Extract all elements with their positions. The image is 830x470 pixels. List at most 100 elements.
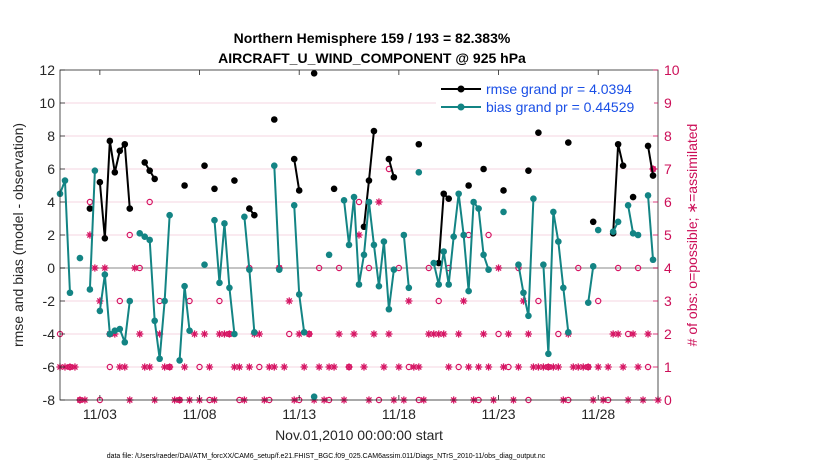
y-axis-ticks: -8 -6 -4 -2 0 2 4 6 8 10 12 [39, 62, 65, 408]
bias-point [325, 251, 333, 259]
asterisk-stroke [301, 363, 308, 371]
bias-point [415, 169, 423, 176]
asterisk-stroke [480, 330, 487, 338]
asterisk-stroke [316, 363, 323, 371]
obs-assimilated-marker [594, 363, 602, 371]
asterisk-stroke [585, 363, 592, 371]
bias-point [390, 266, 398, 273]
y-tick-label: 12 [39, 62, 55, 78]
y2-tick-label: 2 [664, 326, 672, 342]
asterisk-stroke [360, 363, 367, 371]
asterisk-stroke [475, 363, 482, 371]
asterisk-stroke [331, 363, 338, 371]
bias-point [634, 231, 642, 239]
obs-assimilated-marker [270, 363, 278, 371]
obs-assimilated-marker [200, 330, 209, 338]
obs-assimilated-marker [350, 330, 358, 338]
bias-point [584, 299, 592, 306]
bias-point [350, 193, 358, 201]
bias-point [450, 233, 457, 240]
bias-point [614, 218, 622, 226]
y2-axis-label: # of obs: o=possible; ∗=assimilated [684, 124, 700, 347]
bias-line [647, 195, 655, 260]
y-tick-label: 2 [47, 227, 55, 243]
rmse-point [480, 165, 487, 173]
rmse-point [370, 127, 378, 135]
y-tick-label: 4 [47, 194, 55, 210]
rmse-point [111, 169, 119, 176]
obs-assimilated-marker [619, 363, 627, 371]
obs-assimilated-marker [345, 363, 353, 371]
obs-assimilated-marker [465, 363, 473, 371]
bias-point [520, 289, 527, 297]
rmse-point [415, 140, 423, 148]
asterisk-stroke [535, 363, 542, 371]
bias-point [156, 355, 163, 363]
asterisk-stroke [161, 363, 168, 371]
bias-point [530, 195, 537, 202]
obs-assimilated-marker [91, 264, 99, 272]
obs-possible-marker [216, 297, 223, 305]
asterisk-stroke [425, 330, 432, 338]
bias-point [460, 231, 467, 239]
asterisk-stroke [116, 363, 123, 371]
asterisk-stroke [146, 363, 153, 371]
rmse-point [310, 70, 318, 77]
asterisk-stroke [101, 264, 108, 272]
bias-point [76, 254, 84, 262]
obs-assimilated-marker [265, 363, 273, 371]
asterisk-stroke [430, 330, 437, 338]
bias-point [485, 266, 492, 273]
obs-possible-marker [425, 264, 432, 272]
rmse-point [565, 139, 572, 146]
bias-point [405, 284, 413, 292]
obs-assimilated-marker [315, 363, 323, 371]
obs-assimilated-marker [330, 363, 338, 371]
asterisk-stroke [635, 363, 642, 371]
chart-title-line2: AIRCRAFT_U_WIND_COMPONENT @ 925 hPa [218, 50, 526, 66]
bias-point [295, 291, 303, 298]
obs-possible-marker [126, 231, 133, 239]
asterisk-stroke [166, 363, 173, 371]
x-axis-label: Nov.01,2010 00:00:00 start [275, 427, 443, 443]
obs-possible-marker [355, 198, 363, 206]
bias-point [475, 205, 482, 212]
obs-assimilated-marker [440, 330, 448, 338]
obs-assimilated-marker [205, 363, 214, 371]
asterisk-stroke [131, 264, 138, 272]
asterisk-stroke [620, 363, 627, 371]
y-tick-label: -4 [43, 326, 56, 342]
asterisk-stroke [500, 363, 507, 371]
obs-assimilated-marker [385, 330, 393, 338]
bias-point [246, 266, 253, 273]
y-tick-label: -2 [43, 293, 56, 309]
bias-point [594, 226, 602, 234]
asterisk-stroke [570, 363, 577, 371]
y-axis-label: rmse and bias (model - observation) [10, 123, 26, 347]
asterisk-stroke [201, 330, 208, 338]
rmse-point [385, 155, 393, 163]
x-tick-label: 11/08 [183, 406, 217, 422]
obs-possible-marker [435, 297, 442, 305]
rmse-point [270, 116, 278, 123]
asterisk-stroke [610, 330, 617, 338]
bias-line [273, 165, 281, 270]
asterisk-stroke [615, 330, 622, 338]
rmse-point [295, 187, 303, 194]
obs-possible-marker [485, 231, 492, 239]
obs-possible-marker [335, 264, 343, 272]
bias-point [61, 177, 69, 184]
asterisk-stroke [326, 363, 333, 371]
rmse-point [251, 211, 258, 219]
rmse-point [126, 205, 134, 212]
asterisk-stroke [550, 363, 557, 371]
asterisk-stroke [231, 363, 238, 371]
chart-title-line1: Northern Hemisphere 159 / 193 = 82.383% [234, 30, 511, 46]
bias-point [186, 327, 193, 335]
obs-possible-marker [116, 297, 124, 305]
x-tick-label: 11/18 [382, 406, 416, 422]
asterisk-stroke [580, 363, 587, 371]
rmse-point [614, 140, 622, 148]
obs-possible-marker [644, 363, 652, 371]
bias-point [151, 317, 158, 325]
